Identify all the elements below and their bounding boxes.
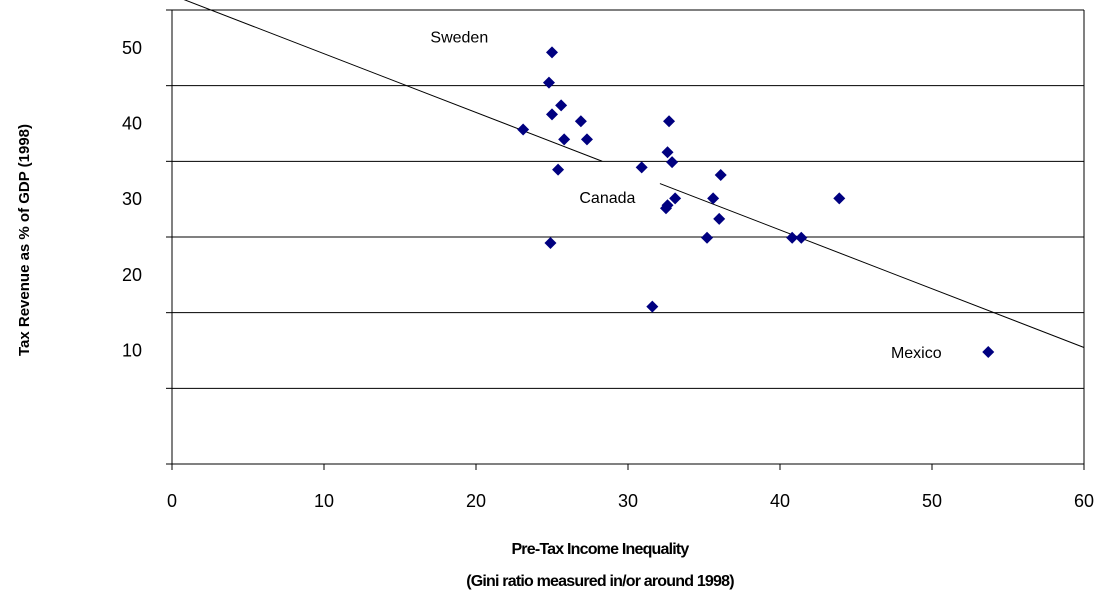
x-axis-label: Pre-Tax Income Inequality bbox=[511, 541, 689, 558]
data-point bbox=[546, 108, 558, 120]
data-point bbox=[636, 161, 648, 173]
y-axis-label: Tax Revenue as % of GDP (1998) bbox=[16, 124, 33, 356]
trendline bbox=[180, 0, 1084, 347]
tick-marks bbox=[166, 10, 1084, 470]
y-tick-label: 50 bbox=[122, 38, 142, 58]
x-tick-label: 10 bbox=[314, 491, 334, 511]
point-annotation: Canada bbox=[579, 190, 635, 207]
data-point bbox=[544, 237, 556, 249]
data-point bbox=[646, 301, 658, 313]
data-point bbox=[701, 232, 713, 244]
data-point bbox=[713, 213, 725, 225]
point-annotation: Sweden bbox=[430, 29, 488, 46]
data-point bbox=[982, 346, 994, 358]
trendline-segment bbox=[180, 0, 603, 161]
y-tick-label: 30 bbox=[122, 189, 142, 209]
data-point bbox=[558, 133, 570, 145]
x-tick-labels: 0 10 20 30 40 50 60 bbox=[167, 491, 1094, 511]
trendline-segment bbox=[660, 184, 1084, 348]
x-tick-label: 60 bbox=[1074, 491, 1094, 511]
data-point bbox=[552, 164, 564, 176]
data-point bbox=[669, 192, 681, 204]
data-point bbox=[833, 192, 845, 204]
y-tick-label: 20 bbox=[122, 265, 142, 285]
y-tick-label: 10 bbox=[122, 341, 142, 361]
data-point bbox=[517, 124, 529, 136]
data-point bbox=[663, 115, 675, 127]
x-tick-label: 30 bbox=[618, 491, 638, 511]
point-annotation: Mexico bbox=[891, 345, 942, 362]
data-point bbox=[575, 115, 587, 127]
x-axis-label-sub: (Gini ratio measured in/or around 1998) bbox=[466, 573, 734, 590]
gridlines bbox=[172, 86, 1084, 389]
data-point bbox=[543, 77, 555, 89]
data-point bbox=[546, 46, 558, 58]
x-tick-label: 40 bbox=[770, 491, 790, 511]
data-point bbox=[555, 99, 567, 111]
point-annotations: Sweden Canada Mexico bbox=[430, 29, 941, 362]
x-tick-label: 0 bbox=[167, 491, 177, 511]
y-tick-label: 40 bbox=[122, 114, 142, 134]
x-tick-label: 20 bbox=[466, 491, 486, 511]
data-point bbox=[795, 232, 807, 244]
data-point bbox=[715, 169, 727, 181]
data-point bbox=[581, 133, 593, 145]
x-tick-label: 50 bbox=[922, 491, 942, 511]
